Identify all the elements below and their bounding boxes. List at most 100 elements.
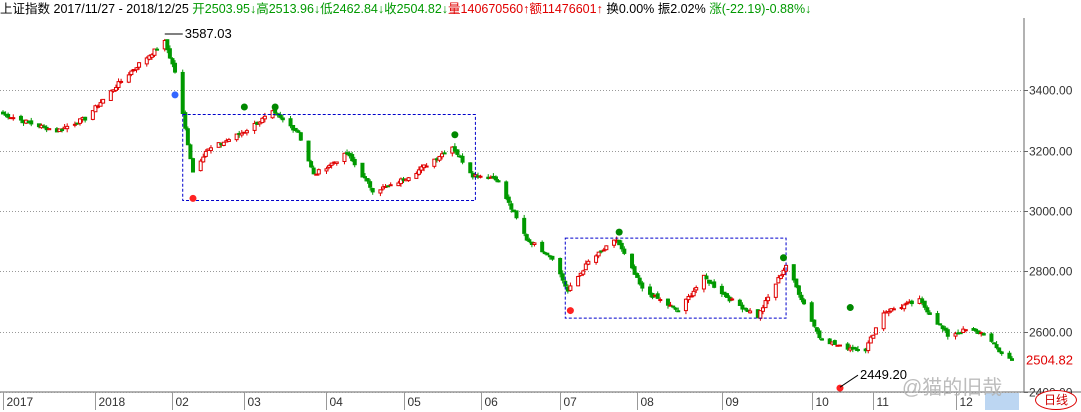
- x-tick-label: 04: [330, 395, 344, 409]
- candle-body: [6, 113, 11, 118]
- candle-body: [989, 333, 994, 342]
- candle-body: [311, 167, 316, 175]
- turning-point-marker: [566, 307, 574, 315]
- candle-body: [891, 308, 896, 311]
- candle-body: [1, 111, 5, 115]
- candle-body: [999, 351, 1004, 355]
- candle-body: [72, 123, 77, 126]
- candle-body: [902, 304, 907, 310]
- candle-body: [794, 278, 799, 288]
- y-tick-label: 3200.00: [1029, 145, 1073, 159]
- candle-body: [568, 285, 573, 291]
- turning-point-marker: [171, 91, 179, 99]
- candle-body: [632, 266, 637, 275]
- candle-body: [252, 122, 257, 131]
- candle-body: [440, 153, 445, 158]
- candle-body: [11, 117, 16, 120]
- candle-body: [853, 347, 858, 350]
- candle-body: [873, 327, 878, 335]
- candle-body: [327, 165, 332, 168]
- candle-body: [496, 180, 501, 183]
- turning-point-marker: [779, 254, 787, 262]
- candle-body: [244, 130, 249, 134]
- candle-body: [334, 161, 339, 164]
- candle-body: [586, 260, 591, 265]
- candle-body: [868, 336, 873, 344]
- high-value: 高2513.96↓: [256, 2, 321, 16]
- candle-body: [352, 158, 357, 166]
- candle-body: [778, 275, 783, 279]
- candle-body: [802, 299, 807, 305]
- candle-body: [414, 173, 419, 179]
- candle-body: [737, 299, 742, 306]
- candle-body: [560, 273, 565, 281]
- candle-body: [658, 299, 663, 302]
- candle-body: [126, 74, 131, 83]
- x-tick-label: 08: [641, 395, 655, 409]
- index-name: 上证指数: [0, 2, 51, 16]
- candle-body: [594, 255, 599, 263]
- candle-body: [927, 312, 932, 315]
- candle-body: [78, 118, 83, 124]
- candle-body: [350, 154, 355, 162]
- candle-body: [208, 147, 213, 151]
- candle-body: [226, 139, 231, 142]
- candle-body: [134, 67, 139, 71]
- candle-body: [676, 310, 681, 313]
- candle-body: [455, 149, 460, 155]
- candle-body: [47, 128, 52, 131]
- candle-body: [601, 249, 606, 252]
- candle-body: [324, 168, 329, 172]
- candle-body: [360, 162, 365, 178]
- candle-body: [820, 338, 825, 341]
- candle-body: [855, 349, 860, 352]
- candle-body: [460, 155, 465, 163]
- candle-body: [683, 298, 688, 312]
- candle-body: [671, 305, 676, 308]
- y-tick-label: 2600.00: [1029, 326, 1073, 340]
- candle-body: [943, 327, 948, 331]
- candle-body: [527, 239, 532, 242]
- candle-body: [748, 310, 753, 314]
- candle-body: [493, 176, 498, 181]
- candle-body: [152, 48, 157, 56]
- candle-body: [622, 248, 627, 254]
- candle-body: [994, 344, 999, 349]
- candle-body: [773, 283, 778, 298]
- candle-body: [419, 166, 424, 171]
- candle-body: [1010, 358, 1014, 361]
- y-tick-label: 3400.00: [1029, 84, 1073, 98]
- candle-body: [468, 162, 473, 174]
- candle-body: [239, 132, 244, 136]
- x-tick-label: 02: [176, 395, 190, 409]
- candle-body: [478, 175, 483, 178]
- amount-value: 额11476601↑: [529, 2, 603, 16]
- candle-body: [95, 105, 100, 108]
- candle-body: [388, 184, 393, 187]
- range-box: [564, 237, 787, 319]
- candle-body: [904, 302, 909, 305]
- candle-body: [532, 242, 537, 246]
- candle-body: [540, 241, 545, 253]
- candle-body: [278, 114, 283, 118]
- candle-body: [298, 132, 303, 141]
- amplitude-value: 振2.02%: [657, 2, 706, 16]
- candle-body: [881, 312, 886, 330]
- candle-body: [940, 325, 945, 330]
- candle-body: [963, 329, 968, 332]
- candle-body: [185, 128, 190, 146]
- candle-body: [316, 169, 321, 175]
- x-tick-label: 03: [248, 395, 262, 409]
- candle-body: [234, 133, 239, 141]
- candle-body: [18, 115, 23, 121]
- candle-body: [799, 294, 804, 301]
- candle-body: [612, 239, 617, 246]
- candle-body: [424, 165, 429, 168]
- daily-line-tab[interactable]: 日线: [1035, 390, 1077, 410]
- x-tick-label: 2018: [99, 395, 126, 409]
- candle-body: [432, 158, 437, 167]
- low-value: 低2462.84↓: [320, 2, 385, 16]
- candle-body: [817, 330, 822, 339]
- candle-body: [871, 334, 876, 339]
